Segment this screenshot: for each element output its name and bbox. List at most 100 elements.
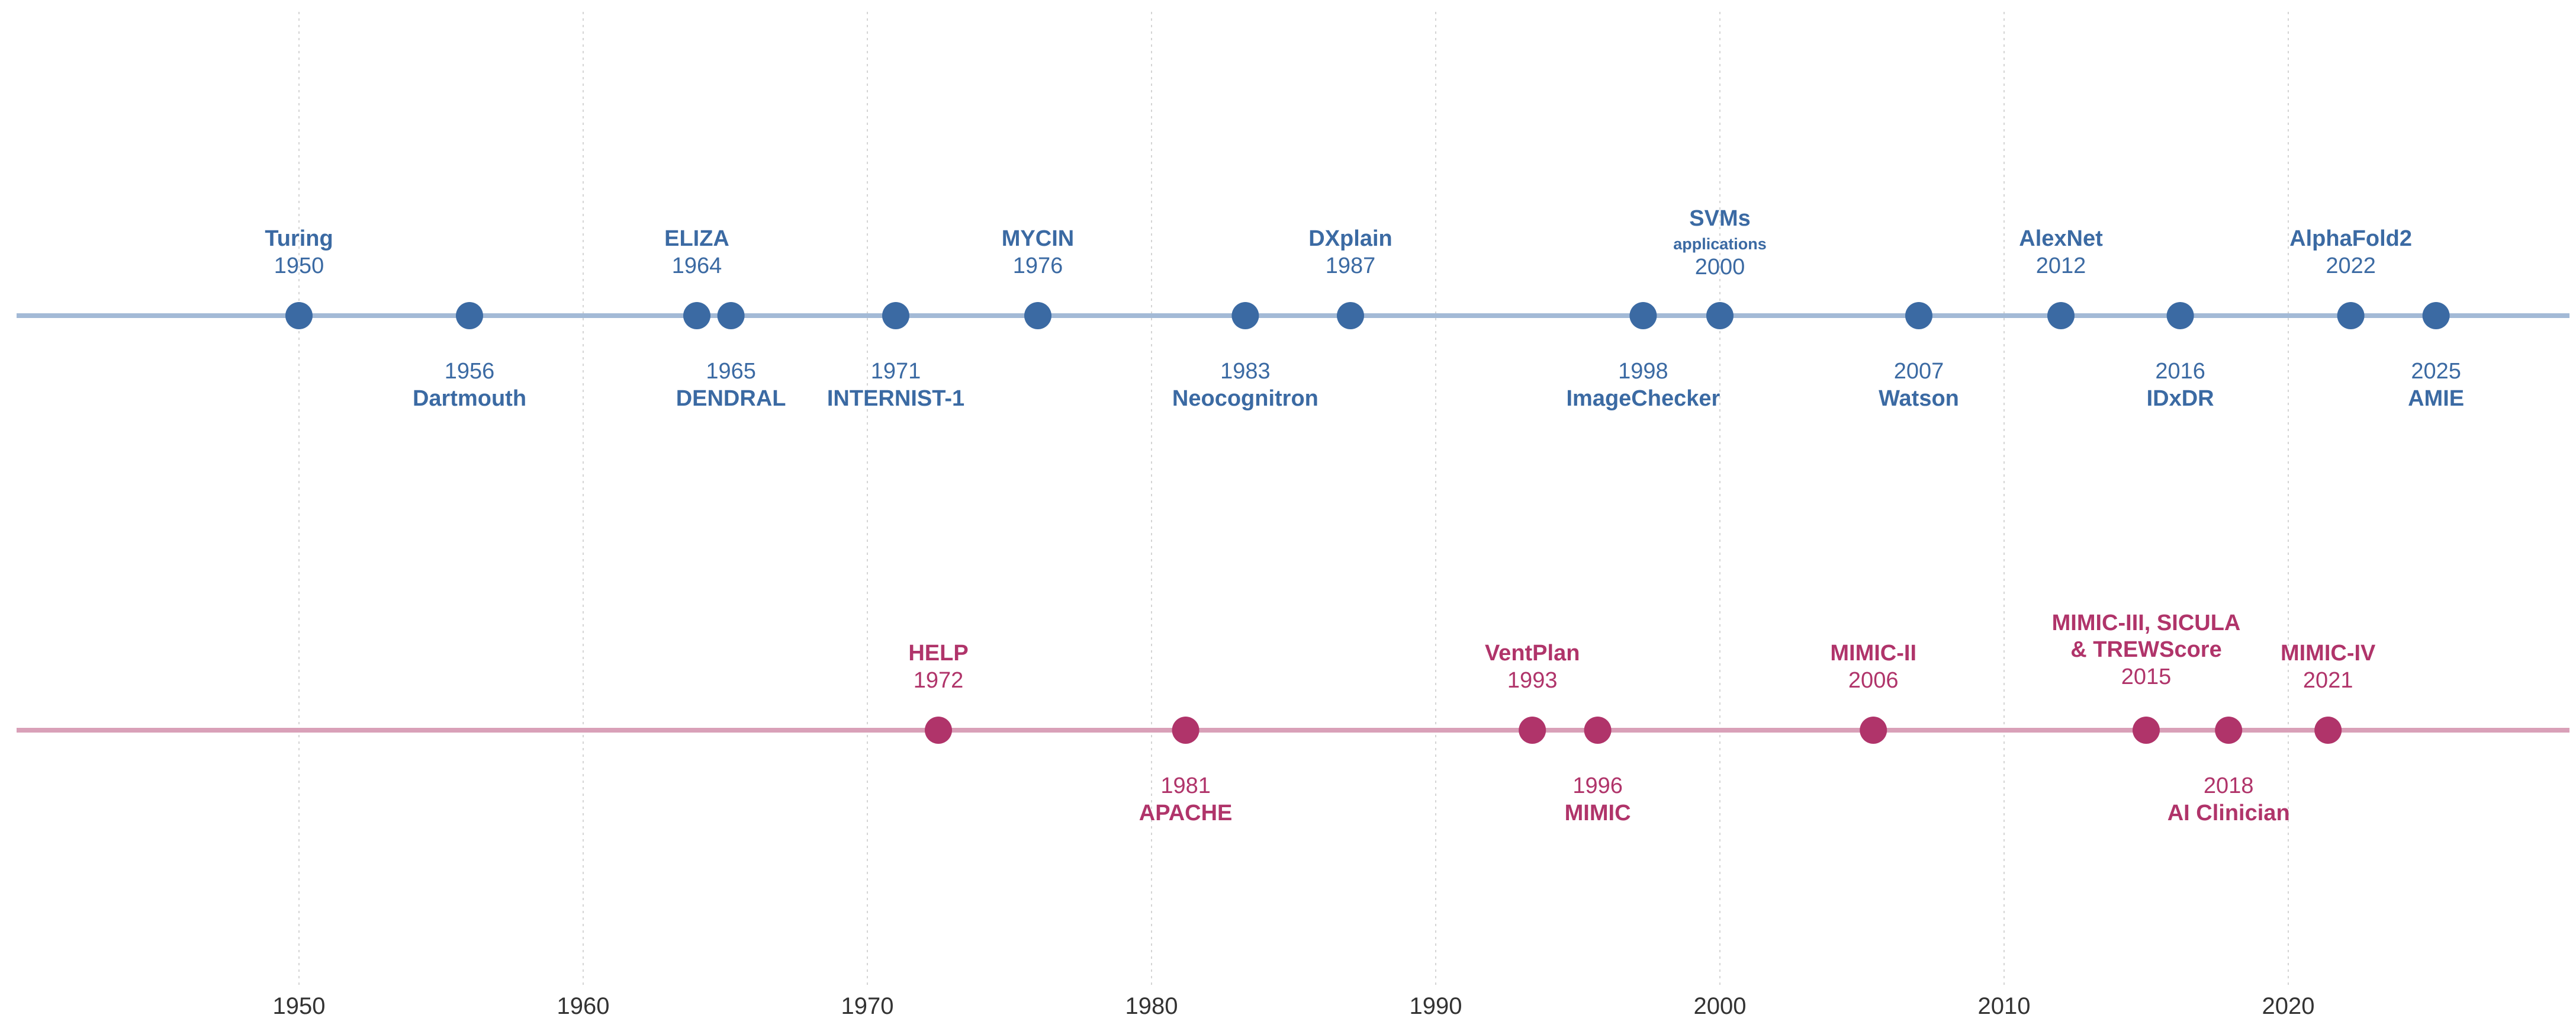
- event-name: MIMIC-III, SICULA: [2052, 611, 2241, 635]
- timeline-events: Turing19501956DartmouthELIZA19641965DEND…: [265, 206, 2464, 826]
- tick-label-1960: 1960: [557, 993, 610, 1019]
- event-name: AI Clinician: [2167, 801, 2290, 826]
- event-marker: [1519, 717, 1546, 744]
- event-marker: [2215, 717, 2243, 744]
- event-name: SVMs: [1689, 206, 1750, 231]
- event-year: 1956: [445, 359, 495, 384]
- event-name: APACHE: [1139, 801, 1233, 826]
- event-marker: [1905, 302, 1932, 329]
- event-marker: [1860, 717, 1887, 744]
- event-name: AMIE: [2408, 386, 2464, 411]
- event-name: Watson: [1879, 386, 1959, 411]
- event-mimic: 1996 MIMIC: [1565, 717, 1631, 826]
- event-year: 2025: [2411, 359, 2461, 384]
- event-svms: SVMs applications 2000: [1673, 206, 1767, 329]
- event-marker: [717, 302, 745, 329]
- event-subtitle: applications: [1673, 235, 1767, 253]
- event-name-line2: & TREWScore: [2070, 637, 2221, 662]
- event-marker: [1172, 717, 1199, 744]
- event-name: Neocognitron: [1172, 386, 1318, 411]
- event-year: 1987: [1326, 253, 1376, 278]
- event-marker: [285, 302, 313, 329]
- event-ai-clinician: 2018 AI Clinician: [2167, 717, 2290, 826]
- event-year: 2021: [2303, 668, 2353, 693]
- event-year: 1998: [1618, 359, 1668, 384]
- event-name: MIMIC-II: [1830, 641, 1916, 666]
- event-marker: [2133, 717, 2160, 744]
- event-name: AlphaFold2: [2289, 226, 2412, 251]
- event-year: 1993: [1507, 668, 1558, 693]
- event-name: INTERNIST-1: [827, 386, 964, 411]
- tick-label-1990: 1990: [1410, 993, 1462, 1019]
- event-year: 1964: [672, 253, 722, 278]
- event-year: 1996: [1572, 773, 1623, 798]
- event-year: 2007: [1894, 359, 1944, 384]
- event-year: 2022: [2326, 253, 2376, 278]
- event-marker: [925, 717, 952, 744]
- event-year: 2018: [2204, 773, 2254, 798]
- event-marker: [1706, 302, 1734, 329]
- event-year: 2000: [1695, 255, 1745, 280]
- tick-label-2020: 2020: [2262, 993, 2315, 1019]
- event-year: 2012: [2036, 253, 2086, 278]
- tick-label-1970: 1970: [841, 993, 894, 1019]
- event-name: DXplain: [1308, 226, 1392, 251]
- event-year: 2006: [1848, 668, 1899, 693]
- event-name: MIMIC-IV: [2281, 641, 2376, 666]
- event-year: 1981: [1160, 773, 1211, 798]
- event-name: VentPlan: [1485, 641, 1580, 666]
- event-marker: [1337, 302, 1364, 329]
- event-marker: [1231, 302, 1259, 329]
- event-year: 1976: [1013, 253, 1063, 278]
- event-name: MYCIN: [1002, 226, 1074, 251]
- tick-label-2000: 2000: [1694, 993, 1747, 1019]
- event-marker: [1584, 717, 1612, 744]
- event-marker: [1024, 302, 1051, 329]
- event-year: 1965: [706, 359, 756, 384]
- event-name: Turing: [265, 226, 333, 251]
- event-name: ELIZA: [664, 226, 729, 251]
- event-year: 1950: [274, 253, 324, 278]
- event-year: 2015: [2121, 664, 2172, 689]
- event-apache: 1981 APACHE: [1139, 717, 1233, 826]
- event-marker: [882, 302, 909, 329]
- tick-label-1950: 1950: [273, 993, 326, 1019]
- x-axis-ticks: 1950 1960 1970 1980 1990 2000 2010 2020: [273, 993, 2315, 1019]
- event-year: 1972: [914, 668, 964, 693]
- event-name: IDxDR: [2147, 386, 2214, 411]
- event-name: DENDRAL: [676, 386, 786, 411]
- event-marker: [2047, 302, 2075, 329]
- event-marker: [683, 302, 710, 329]
- event-name: Dartmouth: [413, 386, 526, 411]
- event-name: AlexNet: [2019, 226, 2103, 251]
- event-marker: [2166, 302, 2194, 329]
- event-name: HELP: [908, 641, 968, 666]
- event-name: ImageChecker: [1566, 386, 1720, 411]
- event-name: MIMIC: [1565, 801, 1631, 826]
- event-year: 1983: [1220, 359, 1271, 384]
- event-year: 1971: [871, 359, 921, 384]
- event-marker: [1629, 302, 1657, 329]
- event-year: 2016: [2155, 359, 2205, 384]
